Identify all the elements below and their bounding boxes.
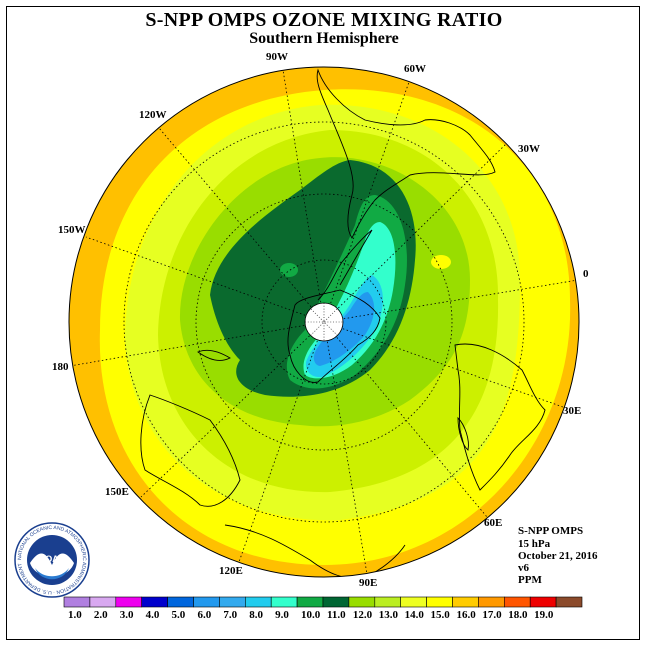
colorbar-swatch [219,596,246,608]
australia-coast [140,394,241,507]
pole-graticule [305,303,343,341]
colorbar-swatch [296,596,324,608]
latitude-circle-45s [123,121,525,523]
colorbar-tick-label: 15.0 [430,609,450,621]
colorbar-tick-label: 8.0 [249,609,263,621]
colorbar-tick-label: 7.0 [223,609,238,621]
chart-subtitle: Southern Hemisphere [249,30,399,47]
colorbar-swatch [141,596,168,608]
colorbar-tick-label: 13.0 [378,609,398,621]
chart-title: S-NPP OMPS OZONE MIXING RATIO [145,9,503,31]
lon-label-30w: 30W [518,143,540,155]
colorbar-tick-label: 4.0 [145,609,160,621]
new-zealand-coast [197,349,231,361]
colorbar-tick-label: 18.0 [508,609,528,621]
colorbar-tick-label: 14.0 [404,609,424,621]
colorbar-tick-label: 19.0 [534,609,554,621]
colorbar-tick-label: 11.0 [326,609,346,621]
colorbar-tick-label: 12.0 [352,609,373,621]
colorbar-swatch [115,596,143,608]
lon-label-60w: 60W [404,63,426,75]
colorbar-swatch [374,596,401,608]
meridian-120e [238,321,325,563]
meridian-30w [323,143,507,323]
colorbar-tick-label: 3.0 [119,609,134,621]
info-level: 15 hPa [518,538,551,550]
colorbar-tick-label: 17.0 [482,609,502,621]
colorbar-swatch [400,596,427,608]
info-product: S-NPP OMPS [518,525,584,537]
antarctica-coast [287,289,381,383]
lon-label-150e: 150E [105,486,129,498]
colorbar-tick-label: 5.0 [171,609,186,621]
coastlines [140,68,546,577]
info-version: v6 [518,562,529,574]
colorbar-tick-label: 1.0 [67,609,82,621]
lon-label-180: 180 [52,361,69,373]
contour-patch-yellow-small [431,255,451,269]
ozone-contour-field [69,67,579,577]
asia-coast [224,524,406,577]
lon-label-90w: 90W [266,51,288,63]
colorbar-swatch [245,596,272,608]
map-boundary [68,66,580,578]
colorbar-swatch [89,596,117,608]
colorbar-tick-label: 6.0 [197,609,212,621]
colorbar-swatch [270,596,298,608]
africa-coast [454,343,546,491]
meridian-0 [323,279,579,323]
colorbar-swatch [167,596,194,608]
colorbar-tick-label: 16.0 [456,609,476,621]
colorbar-swatch [426,596,453,608]
meridian-180 [69,321,325,367]
colorbar-swatch [322,596,350,608]
latitude-circle-75s [261,259,387,385]
meridian-120w [158,127,325,323]
colorbar-swatch [555,596,583,608]
lon-label-0: 0 [583,268,589,280]
info-date: October 21, 2016 [518,550,598,562]
colorbar-swatch [529,596,557,608]
colorbar [63,596,583,608]
colorbar-swatch [63,596,91,608]
colorbar-swatch [348,596,376,608]
colorbar-swatch [503,596,531,608]
latitude-circle-60s [195,193,453,451]
meridian-90w [282,69,325,323]
colorbar-swatch [452,596,479,608]
lon-label-30e: 30E [563,405,582,417]
meridian-90e [323,321,368,575]
antarctic-peninsula [317,229,373,301]
figure-frame [6,6,640,640]
madagascar-coast [457,416,469,451]
colorbar-tick-label: 10.0 [301,609,321,621]
graticule [69,69,579,575]
info-units: PPM [518,574,542,586]
lon-label-120w: 120W [139,109,167,121]
colorbar-tick-label: 2.0 [93,609,108,621]
meridian-60w [323,81,410,323]
colorbar-swatch [478,596,505,608]
colorbar-tick-label: 9.0 [275,609,289,621]
colorbar-swatch [193,596,220,608]
noaa-logo: NATIONAL OCEANIC AND ATMOSPHERIC ADMINIS… [13,521,90,598]
lon-label-120e: 120E [219,565,243,577]
noaa-logo-word: NOAA [39,554,66,564]
south-america-coast [316,68,496,239]
lon-label-90e: 90E [359,577,378,589]
lon-label-150w: 150W [58,224,86,236]
lon-label-60e: 60E [484,517,503,529]
contour-patch-dark-green-small [280,263,298,277]
